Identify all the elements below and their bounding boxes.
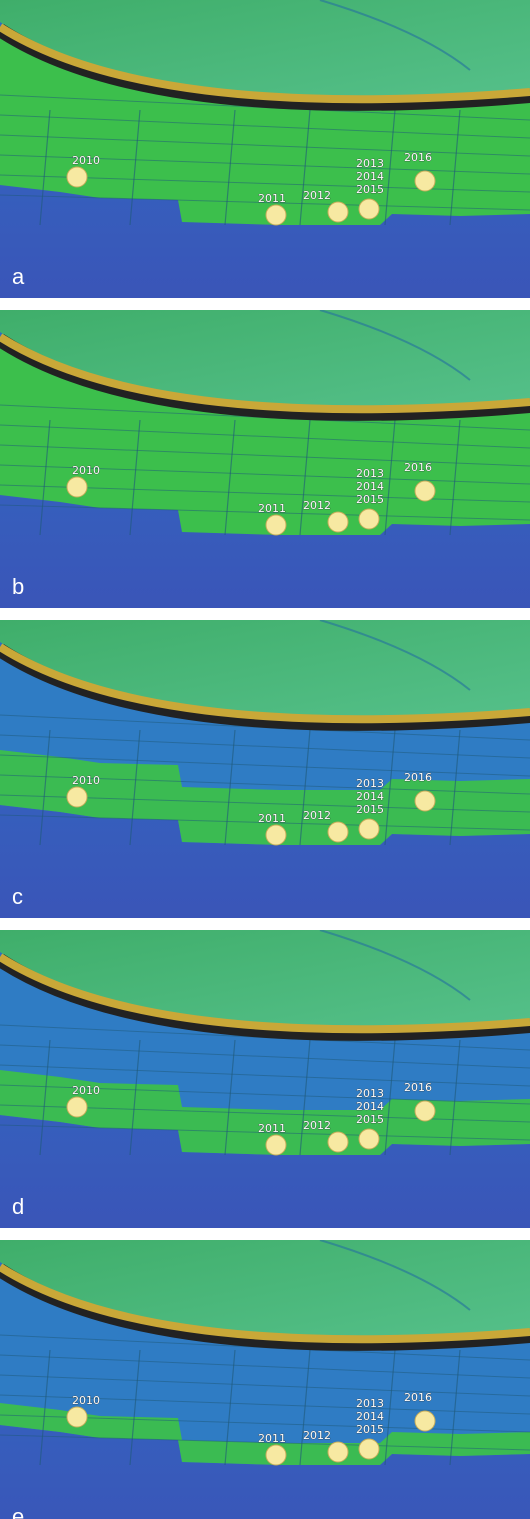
- site-label: 2012: [303, 189, 331, 202]
- site-marker: [328, 1442, 348, 1462]
- site-marker: [328, 512, 348, 532]
- site-label: 2010: [72, 464, 100, 477]
- site-marker: [328, 822, 348, 842]
- site-label: 2013: [356, 1397, 384, 1410]
- site-label: 2012: [303, 809, 331, 822]
- site-label: 2015: [356, 493, 384, 506]
- site-label: 2014: [356, 1410, 384, 1423]
- panel: 2010 2011 2012 201320142015 2016 c: [0, 620, 530, 918]
- site-marker: [359, 1129, 379, 1149]
- site-label: 2014: [356, 1100, 384, 1113]
- site-marker: [415, 1101, 435, 1121]
- site-marker: [359, 1439, 379, 1459]
- panel-letter: b: [12, 574, 24, 599]
- site-label: 2013: [356, 1087, 384, 1100]
- panel-letter: e: [12, 1504, 24, 1519]
- site-label: 2011: [258, 502, 286, 515]
- site-marker: [67, 1097, 87, 1117]
- map: [0, 620, 530, 918]
- site-label: 2010: [72, 154, 100, 167]
- site-label: 2014: [356, 480, 384, 493]
- site-label: 2014: [356, 790, 384, 803]
- site-marker: [359, 199, 379, 219]
- site-marker: [359, 819, 379, 839]
- site-marker: [328, 1132, 348, 1152]
- site-label: 2010: [72, 1394, 100, 1407]
- site-marker: [415, 481, 435, 501]
- panel: 2010 2011 2012 201320142015 2016 e: [0, 1240, 530, 1519]
- site-label: 2013: [356, 467, 384, 480]
- site-marker: [359, 509, 379, 529]
- site-label: 2015: [356, 183, 384, 196]
- site-marker: [328, 202, 348, 222]
- site-label: 2016: [404, 1081, 432, 1094]
- site-label: 2013: [356, 157, 384, 170]
- site-marker: [266, 205, 286, 225]
- site-label: 2015: [356, 1423, 384, 1436]
- site-label: 2010: [72, 1084, 100, 1097]
- site-marker: [266, 825, 286, 845]
- site-label: 2011: [258, 1122, 286, 1135]
- site-label: 2016: [404, 1391, 432, 1404]
- site-label: 2012: [303, 499, 331, 512]
- site-label: 2011: [258, 1432, 286, 1445]
- site-label: 2010: [72, 774, 100, 787]
- site-label: 2013: [356, 777, 384, 790]
- map: [0, 0, 530, 298]
- site-marker: [415, 1411, 435, 1431]
- map: [0, 1240, 530, 1519]
- site-marker: [67, 1407, 87, 1427]
- site-marker: [266, 515, 286, 535]
- site-label: 2011: [258, 192, 286, 205]
- site-label: 2011: [258, 812, 286, 825]
- site-marker: [67, 167, 87, 187]
- site-marker: [67, 477, 87, 497]
- site-label: 2012: [303, 1429, 331, 1442]
- site-label: 2015: [356, 803, 384, 816]
- site-label: 2012: [303, 1119, 331, 1132]
- site-label: 2014: [356, 170, 384, 183]
- site-marker: [67, 787, 87, 807]
- panel-letter: d: [12, 1194, 24, 1219]
- site-marker: [266, 1135, 286, 1155]
- site-label: 2016: [404, 151, 432, 164]
- site-marker: [415, 171, 435, 191]
- panel-letter: a: [12, 264, 25, 289]
- site-label: 2016: [404, 461, 432, 474]
- site-marker: [415, 791, 435, 811]
- map: [0, 310, 530, 608]
- map: [0, 930, 530, 1228]
- site-label: 2016: [404, 771, 432, 784]
- site-label: 2015: [356, 1113, 384, 1126]
- panel: 2010 2011 2012 201320142015 2016 a: [0, 0, 530, 298]
- figure: 2010201120122013201420152016a20102011201…: [0, 0, 530, 1519]
- panel: 2010 2011 2012 201320142015 2016 b: [0, 310, 530, 608]
- panel-letter: c: [12, 884, 23, 909]
- site-marker: [266, 1445, 286, 1465]
